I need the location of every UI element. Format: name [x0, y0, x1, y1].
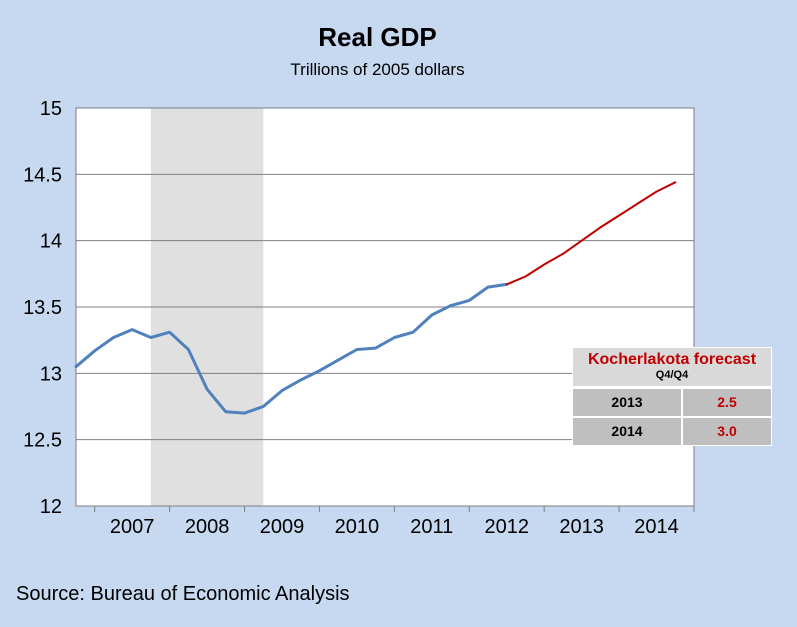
forecast-table: Kocherlakota forecast Q4/Q4 2013 2.5 201… — [572, 347, 772, 446]
x-tick-label: 2010 — [335, 516, 380, 538]
y-tick-label: 13 — [40, 363, 62, 385]
forecast-value: 2.5 — [717, 394, 737, 410]
gdp-forecast-line — [505, 181, 677, 286]
y-tick-label: 13.5 — [23, 297, 62, 319]
forecast-year: 2013 — [573, 389, 683, 416]
forecast-table-header: Kocherlakota forecast Q4/Q4 — [573, 348, 771, 387]
y-tick-label: 14.5 — [23, 164, 62, 186]
forecast-year: 2014 — [573, 418, 683, 445]
chart-title: Real GDP — [318, 22, 437, 52]
x-tick-label: 2007 — [110, 516, 155, 538]
x-tick-label: 2009 — [260, 516, 305, 538]
plot-frame — [75, 107, 695, 507]
forecast-table-subtitle: Q4/Q4 — [655, 369, 689, 381]
x-tick-label: 2013 — [559, 516, 604, 538]
forecast-row-2013: 2013 2.5 — [573, 387, 771, 416]
gdp-actual-line — [74, 282, 509, 415]
x-tick-label: 2008 — [185, 516, 230, 538]
forecast-row-2014: 2014 3.0 — [573, 416, 771, 445]
y-tick-label: 12 — [40, 496, 62, 518]
chart-subtitle: Trillions of 2005 dollars — [290, 60, 465, 79]
forecast-table-title: Kocherlakota forecast — [587, 351, 757, 368]
forecast-value: 3.0 — [717, 423, 737, 439]
y-tick-label: 14 — [40, 231, 62, 253]
y-tick-label: 15 — [40, 98, 62, 120]
x-tick-label: 2012 — [484, 516, 529, 538]
x-tick-label: 2014 — [634, 516, 679, 538]
x-tick-label: 2011 — [410, 516, 453, 538]
source-note: Source: Bureau of Economic Analysis — [16, 583, 350, 605]
y-tick-label: 12.5 — [23, 430, 62, 452]
